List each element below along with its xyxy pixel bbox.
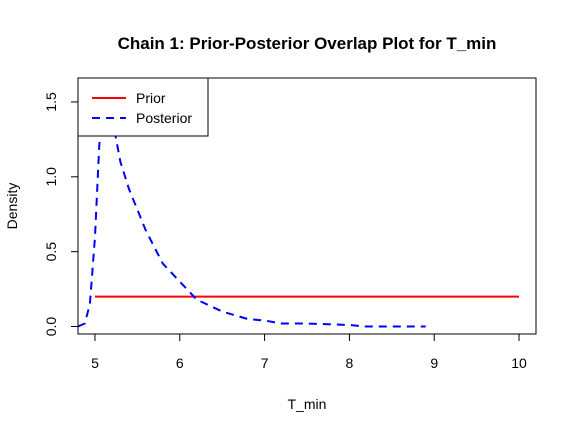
x-tick-label: 6 bbox=[176, 355, 184, 371]
chart-title: Chain 1: Prior-Posterior Overlap Plot fo… bbox=[118, 34, 497, 53]
legend-box bbox=[77, 77, 209, 137]
x-tick-label: 10 bbox=[511, 355, 527, 371]
plot-frame bbox=[77, 77, 537, 335]
series-layer bbox=[78, 78, 519, 328]
posterior-series-line bbox=[78, 78, 426, 328]
x-tick-label: 7 bbox=[261, 355, 269, 371]
y-axis: 0.0 0.5 1.0 1.5 bbox=[43, 92, 78, 336]
y-tick-label: 1.5 bbox=[43, 92, 59, 112]
x-tick-label: 5 bbox=[91, 355, 99, 371]
legend-posterior-label: Posterior bbox=[136, 110, 192, 126]
x-tick-label: 9 bbox=[430, 355, 438, 371]
y-axis-label: Density bbox=[4, 183, 20, 230]
x-axis-label: T_min bbox=[288, 396, 327, 412]
legend: Prior Posterior bbox=[77, 77, 209, 137]
x-tick-label: 8 bbox=[346, 355, 354, 371]
y-tick-label: 0.0 bbox=[43, 317, 59, 337]
y-tick-label: 1.0 bbox=[43, 167, 59, 187]
y-tick-label: 0.5 bbox=[43, 242, 59, 262]
x-axis: 5 6 7 8 9 10 bbox=[91, 334, 527, 371]
legend-prior-label: Prior bbox=[136, 90, 166, 106]
